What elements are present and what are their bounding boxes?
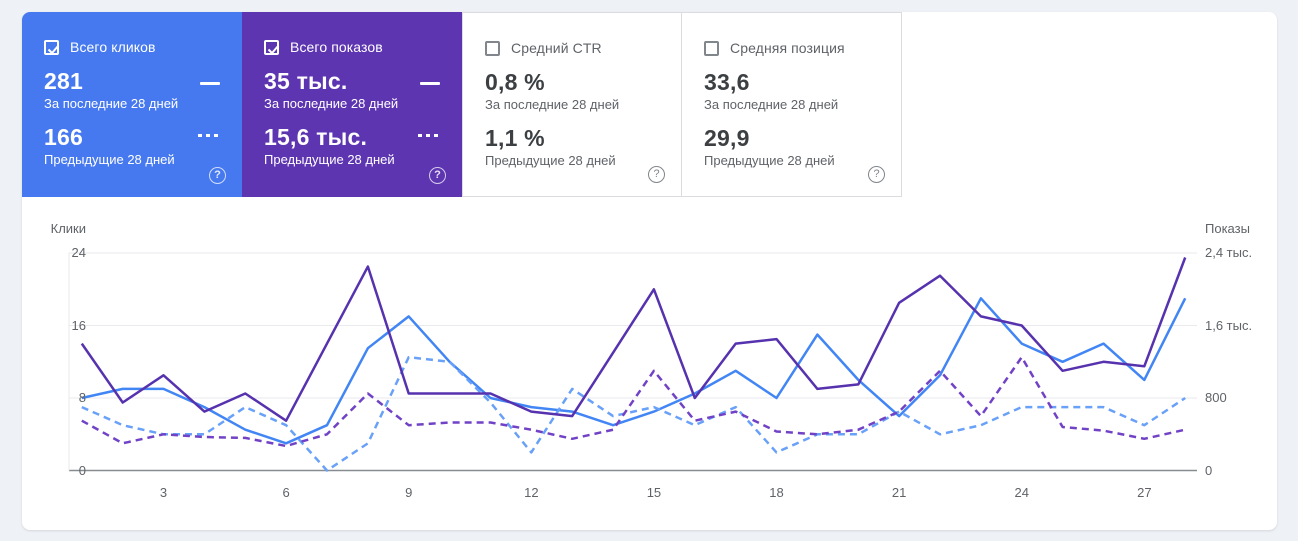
right-axis-tick: 2,4 тыс. xyxy=(1205,245,1253,260)
performance-line-chart xyxy=(68,252,1197,472)
checkbox-average-ctr[interactable] xyxy=(485,40,500,56)
help-icon[interactable]: ? xyxy=(868,166,885,183)
x-axis-tick: 6 xyxy=(282,485,290,500)
previous-period-line-swatch xyxy=(418,134,440,137)
card-value-previous: 15,6 тыс. xyxy=(264,124,368,150)
card-sublabel-previous: Предыдущие 28 дней xyxy=(485,153,616,168)
current-period-line-swatch xyxy=(420,82,440,85)
x-axis-tick: 27 xyxy=(1137,485,1152,500)
card-value-current: 35 тыс. xyxy=(264,68,348,94)
metric-card-average-ctr[interactable]: Средний CTR 0,8 % За последние 28 дней 1… xyxy=(462,12,682,197)
checkbox-total-clicks[interactable] xyxy=(44,39,60,55)
card-label: Всего показов xyxy=(290,39,383,55)
series-line-clicks_previous_28_days xyxy=(81,355,1186,472)
card-value-previous: 29,9 xyxy=(704,125,750,151)
x-axis-tick: 3 xyxy=(159,485,168,500)
series-line-impressions_previous_28_days xyxy=(81,355,1186,448)
card-value-current: 0,8 % xyxy=(485,69,545,95)
previous-period-line-swatch xyxy=(198,134,220,137)
right-axis-tick: 0 xyxy=(1205,462,1213,478)
x-axis-tick: 15 xyxy=(646,485,662,500)
card-value-current: 33,6 xyxy=(704,69,750,95)
card-sublabel-current: За последние 28 дней xyxy=(704,97,839,112)
left-axis-tick: 0 xyxy=(78,462,86,478)
x-axis-tick: 9 xyxy=(405,485,413,500)
card-sublabel-previous: Предыдущие 28 дней xyxy=(44,152,175,167)
card-value-previous: 166 xyxy=(44,124,83,150)
card-value-current: 281 xyxy=(44,68,83,94)
card-label: Средняя позиция xyxy=(730,40,845,56)
help-icon[interactable]: ? xyxy=(429,167,446,184)
left-axis-tick: 16 xyxy=(71,317,86,333)
checkbox-total-impressions[interactable] xyxy=(264,39,280,55)
checkmark-icon xyxy=(267,44,280,54)
checkmark-icon xyxy=(47,44,60,54)
left-axis-title: Клики xyxy=(50,221,86,236)
metric-cards-row: Всего кликов 281 За последние 28 дней 16… xyxy=(22,12,1277,197)
right-axis-tick: 1,6 тыс. xyxy=(1205,317,1253,333)
left-axis-tick: 24 xyxy=(71,245,86,260)
series-line-impressions_last_28_days xyxy=(80,257,1187,422)
right-axis-title: Показы xyxy=(1205,221,1250,236)
help-icon[interactable]: ? xyxy=(209,167,226,184)
current-period-line-swatch xyxy=(200,82,220,85)
card-value-previous: 1,1 % xyxy=(485,125,545,151)
card-label: Всего кликов xyxy=(70,39,156,55)
card-sublabel-current: За последние 28 дней xyxy=(485,97,620,112)
x-axis-tick: 18 xyxy=(769,485,784,500)
card-sublabel-current: За последние 28 дней xyxy=(44,96,179,111)
performance-panel: Всего кликов 281 За последние 28 дней 16… xyxy=(22,12,1277,530)
x-axis-tick: 12 xyxy=(524,485,539,500)
x-axis-tick: 24 xyxy=(1014,485,1029,500)
card-label: Средний CTR xyxy=(511,40,602,56)
metric-card-total-clicks[interactable]: Всего кликов 281 За последние 28 дней 16… xyxy=(22,12,242,197)
metric-card-average-position[interactable]: Средняя позиция 33,6 За последние 28 дне… xyxy=(682,12,902,197)
metric-card-total-impressions[interactable]: Всего показов 35 тыс. За последние 28 дн… xyxy=(242,12,462,197)
checkbox-average-position[interactable] xyxy=(704,40,719,56)
x-axis-tick: 21 xyxy=(891,485,907,500)
card-sublabel-previous: Предыдущие 28 дней xyxy=(264,152,395,167)
card-sublabel-current: За последние 28 дней xyxy=(264,96,399,111)
left-axis-tick: 8 xyxy=(78,390,86,405)
card-sublabel-previous: Предыдущие 28 дней xyxy=(704,153,835,168)
help-icon[interactable]: ? xyxy=(648,166,665,183)
right-axis-tick: 800 xyxy=(1205,390,1227,405)
